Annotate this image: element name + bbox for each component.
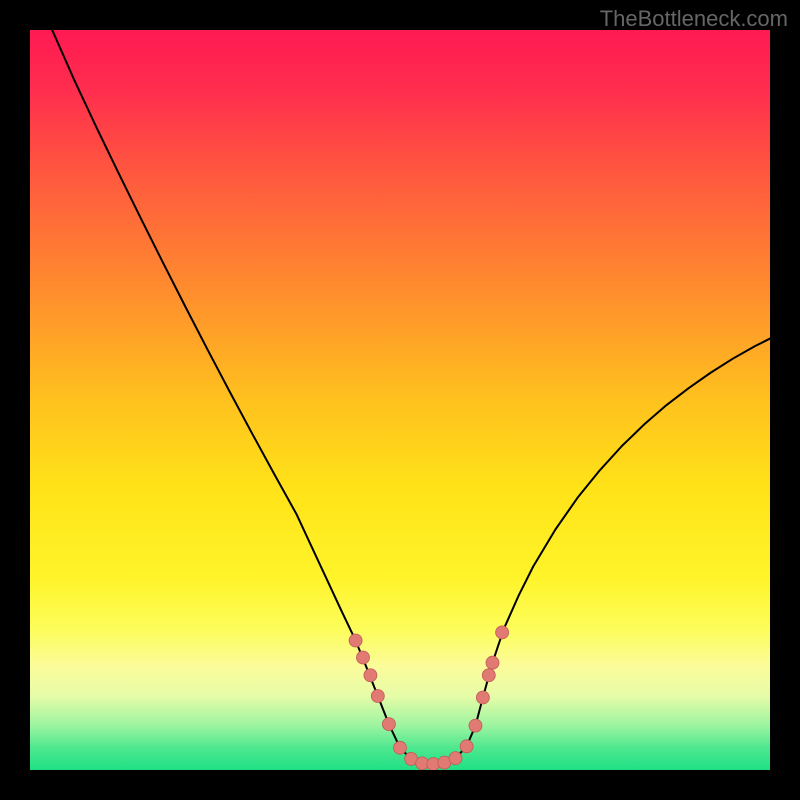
bottleneck-chart (30, 30, 770, 770)
watermark-text: TheBottleneck.com (600, 6, 788, 32)
chart-frame: TheBottleneck.com (0, 0, 800, 800)
chart-background (30, 30, 770, 770)
